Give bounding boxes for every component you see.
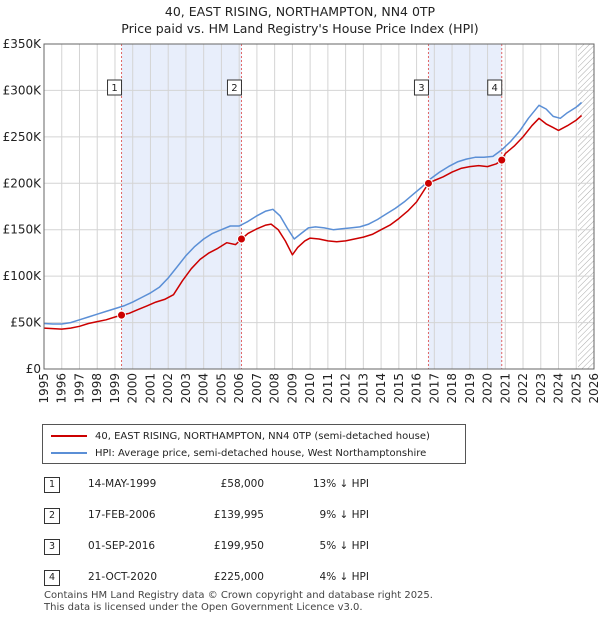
legend-item-hpi: HPI: Average price, semi-detached house,… xyxy=(51,446,426,460)
sale-price: £199,950 xyxy=(213,540,264,552)
sale-number-badge: 3 xyxy=(44,539,60,555)
sale-label-box-3 xyxy=(413,79,429,96)
shaded-range-1 xyxy=(121,44,242,369)
sale-label-2: 2 xyxy=(231,83,237,94)
legend-label-property: 40, EAST RISING, NORTHAMPTON, NN4 0TP (s… xyxy=(95,430,430,442)
sale-marker-2 xyxy=(236,234,246,244)
table-row: 3 01-SEP-2016 £199,950 5% ↓ HPI xyxy=(44,536,444,567)
y-tick-label: £150K xyxy=(3,223,43,237)
y-tick-label: £250K xyxy=(3,130,43,144)
x-tick-label: 2023 xyxy=(534,373,548,404)
x-tick-label: 1998 xyxy=(90,373,104,404)
y-tick-label: £50K xyxy=(10,316,42,330)
x-tick-label: 2026 xyxy=(587,373,600,404)
y-tick-label: £200K xyxy=(3,176,43,190)
x-tick-label: 2021 xyxy=(498,373,512,404)
future-hatch xyxy=(578,44,594,369)
sale-number-badge: 1 xyxy=(44,477,60,493)
legend-swatch-hpi xyxy=(51,452,87,454)
x-tick-label: 1996 xyxy=(55,373,69,404)
sale-marker-4 xyxy=(497,155,507,165)
x-tick-label: 2025 xyxy=(569,373,583,404)
x-tick-label: 2007 xyxy=(250,373,264,404)
x-tick-label: 2006 xyxy=(232,373,246,404)
x-tick-label: 2000 xyxy=(126,373,140,404)
x-tick-label: 2020 xyxy=(481,373,495,404)
chart-subtitle: Price paid vs. HM Land Registry's House … xyxy=(121,21,479,36)
x-tick-label: 2013 xyxy=(356,373,370,404)
x-tick-label: 2019 xyxy=(463,373,477,404)
legend-swatch-property xyxy=(51,435,87,437)
sale-hpi-diff: 13% ↓ HPI xyxy=(312,478,369,490)
sale-label-4: 4 xyxy=(492,83,498,94)
series-line-hpi xyxy=(43,101,583,325)
sale-date: 21-OCT-2020 xyxy=(88,571,157,583)
table-row: 1 14-MAY-1999 £58,000 13% ↓ HPI xyxy=(44,474,444,505)
x-tick-label: 2008 xyxy=(268,373,282,404)
sale-price: £225,000 xyxy=(213,571,264,583)
sale-label-box-1 xyxy=(107,79,123,96)
x-tick-label: 2014 xyxy=(374,373,388,404)
x-tick-label: 2002 xyxy=(161,373,175,404)
sales-table: 1 14-MAY-1999 £58,000 13% ↓ HPI 2 17-FEB… xyxy=(44,474,444,598)
sale-label-1: 1 xyxy=(111,83,117,94)
x-tick-label: 2005 xyxy=(214,373,228,404)
legend: 40, EAST RISING, NORTHAMPTON, NN4 0TP (s… xyxy=(42,424,466,464)
y-tick-label: £100K xyxy=(3,269,43,283)
sale-number-badge: 4 xyxy=(44,570,60,586)
table-row: 2 17-FEB-2006 £139,995 9% ↓ HPI xyxy=(44,505,444,536)
sale-number-badge: 2 xyxy=(44,508,60,524)
sale-hpi-diff: 4% ↓ HPI xyxy=(319,571,369,583)
x-tick-label: 2018 xyxy=(445,373,459,404)
y-tick-label: £300K xyxy=(3,83,43,97)
sale-marker-1 xyxy=(117,310,127,320)
legend-label-hpi: HPI: Average price, semi-detached house,… xyxy=(95,447,427,459)
x-tick-label: 1997 xyxy=(72,373,86,404)
x-tick-label: 2009 xyxy=(285,373,299,404)
price-chart: 1 2 3 4 £0 £50K £100K £150K £200K £250K £300K £350K… xyxy=(3,37,600,404)
y-tick-label: £350K xyxy=(3,37,43,51)
chart-title: 40, EAST RISING, NORTHAMPTON, NN4 0TP xyxy=(164,4,436,19)
sale-label-box-2 xyxy=(226,79,242,96)
plot-border xyxy=(43,43,595,370)
x-tick-label: 2022 xyxy=(516,373,530,404)
x-tick-label: 1999 xyxy=(108,373,122,404)
sale-date: 14-MAY-1999 xyxy=(88,478,157,490)
footer-copyright: Contains HM Land Registry data © Crown c… xyxy=(44,590,433,601)
sale-date: 01-SEP-2016 xyxy=(88,540,156,552)
x-tick-label: 2012 xyxy=(339,373,353,404)
table-row: 4 21-OCT-2020 £225,000 4% ↓ HPI xyxy=(44,567,444,598)
footer: Contains HM Land Registry data © Crown c… xyxy=(44,590,433,614)
sale-marker-3 xyxy=(423,178,433,188)
x-tick-label: 2001 xyxy=(143,373,157,404)
x-tick-label: 2024 xyxy=(552,373,566,404)
x-tick-label: 2016 xyxy=(410,373,424,404)
x-tick-label: 2003 xyxy=(179,373,193,404)
sale-label-box-4 xyxy=(487,79,503,96)
x-tick-label: 1995 xyxy=(37,373,51,404)
sale-hpi-diff: 9% ↓ HPI xyxy=(319,509,369,521)
sale-date: 17-FEB-2006 xyxy=(88,509,156,521)
footer-licence: This data is licensed under the Open Gov… xyxy=(44,602,363,613)
y-tick-label: £0 xyxy=(26,362,41,376)
x-tick-label: 2011 xyxy=(321,373,335,404)
x-tick-label: 2010 xyxy=(303,373,317,404)
sale-price: £139,995 xyxy=(213,509,264,521)
sale-hpi-diff: 5% ↓ HPI xyxy=(319,540,369,552)
sale-price: £58,000 xyxy=(220,478,264,490)
shaded-range-2 xyxy=(428,44,502,369)
x-tick-label: 2017 xyxy=(427,373,441,404)
x-tick-label: 2004 xyxy=(197,373,211,404)
legend-item-property: 40, EAST RISING, NORTHAMPTON, NN4 0TP (s… xyxy=(51,429,430,443)
sale-label-3: 3 xyxy=(418,83,424,94)
x-tick-label: 2015 xyxy=(392,373,406,404)
